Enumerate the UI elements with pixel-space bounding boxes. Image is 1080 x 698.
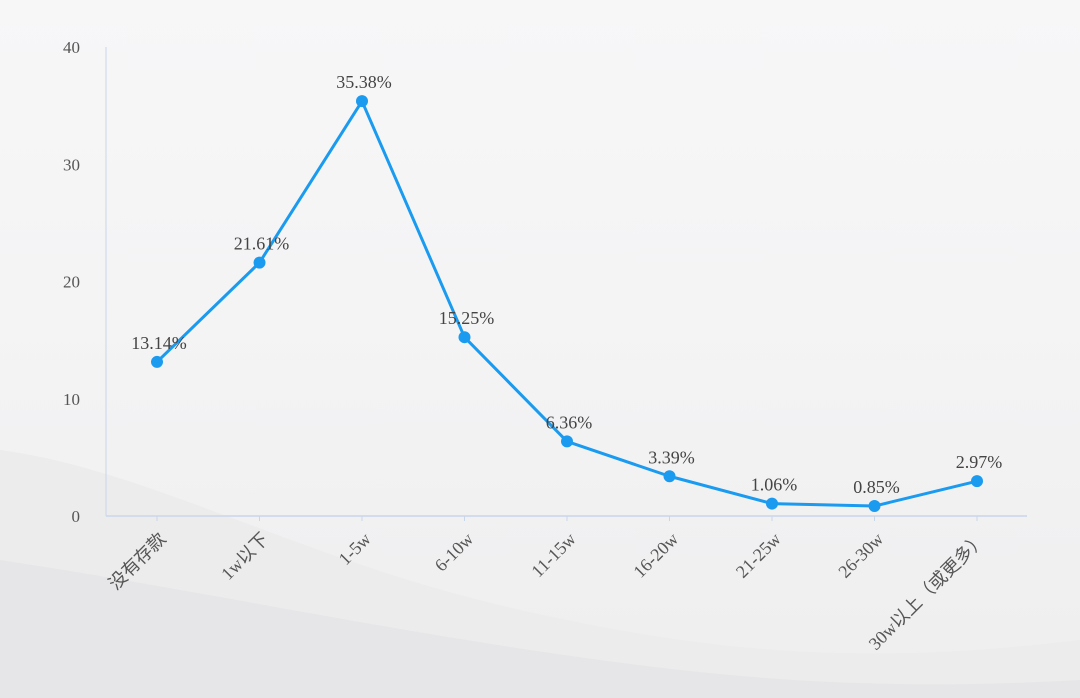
- y-axis: 0 10 20 30 40: [63, 38, 107, 526]
- x-tick-label: 1w以下: [217, 529, 272, 584]
- x-tick-label: 16-20w: [629, 529, 682, 582]
- y-tick-label: 10: [63, 390, 80, 409]
- y-tick-label: 40: [63, 38, 80, 57]
- data-label: 3.39%: [648, 447, 695, 467]
- data-point: [356, 95, 368, 108]
- x-tick-label: 1-5w: [335, 529, 375, 569]
- data-point: [971, 475, 983, 488]
- y-tick-label: 30: [63, 155, 80, 174]
- y-tick-label: 0: [72, 507, 81, 526]
- x-tick-label: 11-15w: [527, 529, 580, 582]
- data-point: [561, 435, 573, 448]
- data-label: 2.97%: [956, 452, 1003, 472]
- data-point: [766, 497, 778, 510]
- data-point: [151, 355, 163, 368]
- data-label: 13.14%: [131, 333, 187, 353]
- data-label: 6.36%: [546, 412, 593, 432]
- series-line: [151, 95, 983, 513]
- data-label: 15.25%: [439, 308, 495, 328]
- data-label: 35.38%: [336, 72, 392, 92]
- x-tick-label: 6-10w: [431, 529, 478, 576]
- data-label: 21.61%: [234, 234, 290, 254]
- data-labels: 13.14% 21.61% 35.38% 15.25% 6.36% 3.39% 1.06% 0…: [131, 72, 1002, 497]
- data-point: [663, 470, 676, 483]
- x-axis: 没有存款 1w以下 1-5w 6-10w 11-15w 16-20w 21-25w 26-30…: [105, 515, 1027, 654]
- data-point: [868, 500, 881, 513]
- x-tick-label: 26-30w: [834, 529, 887, 582]
- y-tick-label: 20: [63, 273, 80, 292]
- data-label: 1.06%: [751, 475, 798, 495]
- data-point: [458, 331, 471, 344]
- data-point: [253, 256, 266, 269]
- x-tick-label: 没有存款: [105, 529, 170, 594]
- data-label: 0.85%: [853, 477, 900, 497]
- x-tick-label: 30w以上（或更多）: [865, 529, 990, 654]
- x-tick-label: 21-25w: [732, 529, 785, 582]
